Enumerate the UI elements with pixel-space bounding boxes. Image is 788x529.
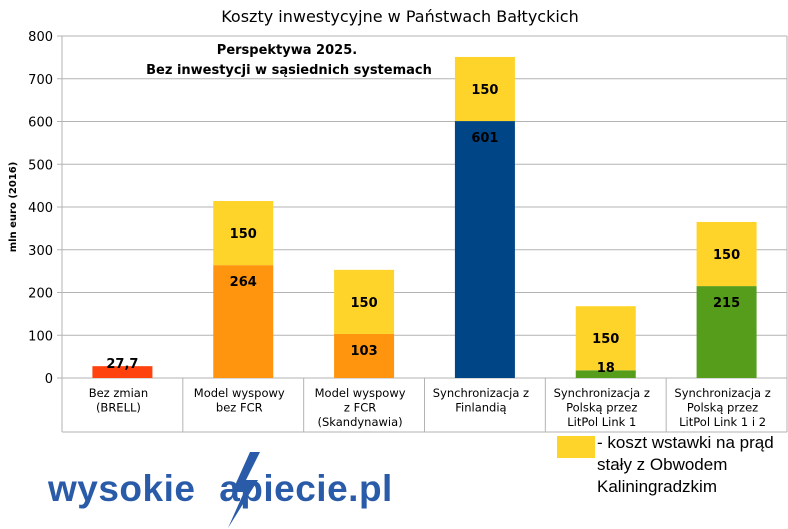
- bar-dc-link-3: [334, 269, 395, 334]
- lightning-bolt-icon: [228, 452, 260, 528]
- bar-base-5: [575, 370, 636, 378]
- bar-base-4: [454, 121, 515, 378]
- data-label-dc-link: 150: [471, 83, 498, 98]
- y-tick-label: 500: [28, 158, 53, 173]
- data-label-base: 18: [597, 361, 615, 376]
- data-label-dc-link: 150: [230, 227, 257, 242]
- data-label-base: 27,7: [106, 357, 138, 372]
- bar-base-1: [92, 366, 153, 378]
- y-tick-label: 800: [28, 30, 53, 45]
- x-tick-label: Synchronizacja z: [674, 386, 770, 400]
- x-tick-label: Model wyspowy: [194, 386, 285, 400]
- bar-dc-link-5: [575, 306, 636, 371]
- data-label-base: 103: [351, 344, 378, 359]
- bar-base-3: [334, 333, 395, 378]
- x-tick-label: bez FCR: [216, 401, 263, 415]
- y-tick-label: 700: [28, 73, 53, 88]
- x-tick-label: Bez zmian: [89, 386, 148, 400]
- site-logo: wysokie apiecie.pl: [48, 452, 428, 528]
- data-label-dc-link: 150: [351, 296, 378, 311]
- bar-dc-link-6: [696, 221, 757, 287]
- y-tick-label: 600: [28, 116, 53, 131]
- legend-label-dc-link: - koszt wstawki na prąd stały z Obwodem …: [597, 433, 774, 496]
- y-tick-label: 100: [28, 329, 53, 344]
- y-tick-label: 400: [28, 201, 53, 216]
- x-tick-label: LitPol Link 1 i 2: [679, 415, 766, 429]
- x-tick-label: Polską przez: [566, 401, 637, 415]
- x-tick-label: Synchronizacja z: [554, 386, 650, 400]
- bar-dc-link-2: [213, 201, 274, 266]
- data-label-base: 215: [713, 296, 740, 311]
- investment-cost-chart: 0 100 200 300 400 500 600 700 800 Koszty inwestyc…: [8, 7, 788, 433]
- data-label-base: 264: [230, 275, 257, 290]
- chart-title: Koszty inwestycyjne w Państwach Bałtycki…: [221, 7, 579, 26]
- x-tick-label: Model wyspowy: [315, 386, 406, 400]
- x-tick-label: Polską przez: [687, 401, 758, 415]
- bar-base-2: [213, 265, 274, 378]
- chart-annotation-line: Perspektywa 2025.: [217, 43, 357, 58]
- y-axis-title: mln euro (2016): [8, 162, 19, 253]
- logo-wordmark: wysokie apiecie.pl: [48, 468, 393, 509]
- x-tick-label: Finlandią: [455, 401, 506, 415]
- x-tick-label: (BRELL): [96, 401, 141, 415]
- data-label-dc-link: 150: [592, 332, 619, 347]
- chart-annotation-line: Bez inwestycji w sąsiednich systemach: [146, 63, 432, 78]
- y-tick-label: 200: [28, 287, 53, 302]
- bar-base-6: [696, 286, 757, 378]
- legend-swatch-dc-link: [557, 436, 595, 458]
- bar-dc-link-4: [454, 56, 515, 122]
- y-tick-label: 0: [45, 372, 53, 387]
- y-tick-label: 300: [28, 244, 53, 259]
- data-label-dc-link: 150: [713, 248, 740, 263]
- logo-text: wysokie apiecie.pl: [48, 468, 393, 510]
- x-tick-label: z FCR: [344, 401, 376, 415]
- x-tick-label: LitPol Link 1: [567, 415, 636, 429]
- x-tick-label: (Skandynawia): [318, 415, 403, 429]
- x-tick-label: Synchronizacja z: [433, 386, 529, 400]
- data-label-base: 601: [471, 131, 498, 146]
